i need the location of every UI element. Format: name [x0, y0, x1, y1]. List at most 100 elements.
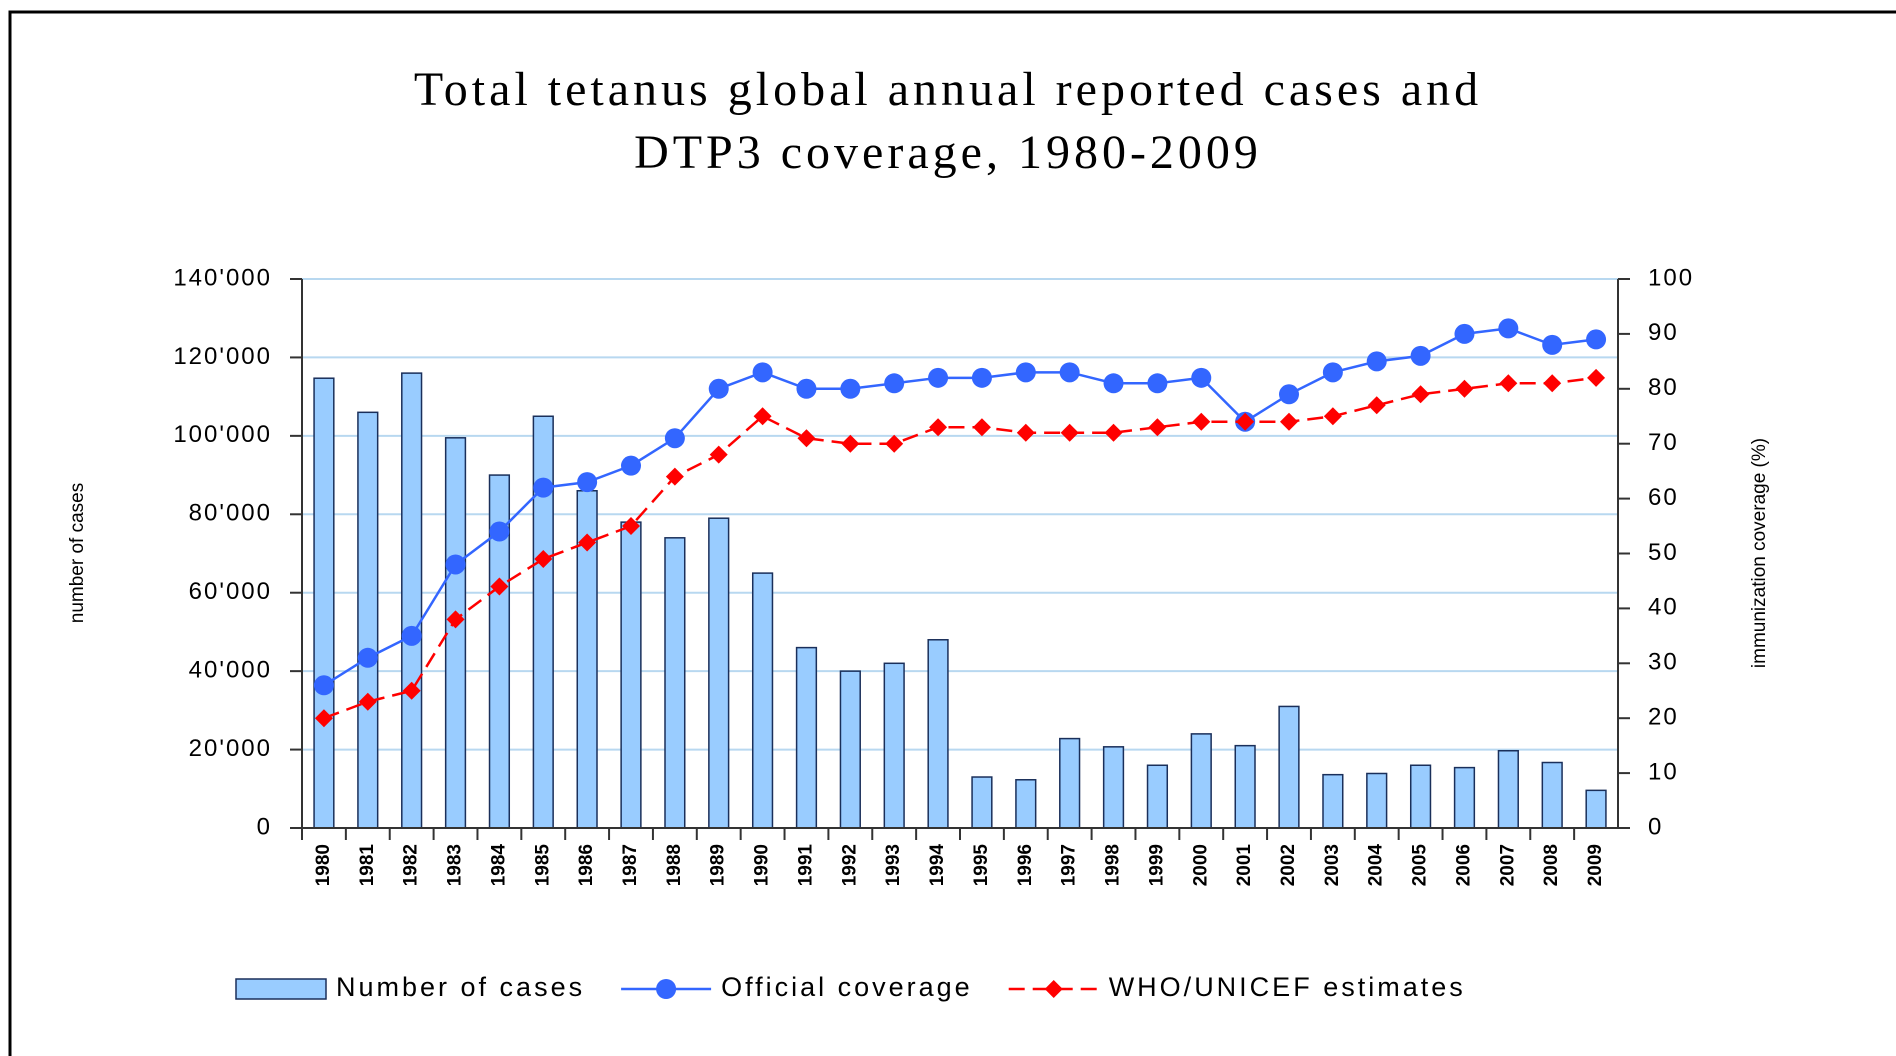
y2-tick-label: 0 [1648, 813, 1663, 840]
marker [840, 378, 861, 399]
x-tick-label: 2004 [1366, 844, 1387, 887]
y2-tick-label: 80 [1648, 374, 1679, 401]
marker [490, 577, 509, 596]
bar [313, 377, 335, 829]
marker [797, 429, 816, 448]
y2-tick-label: 20 [1648, 704, 1679, 731]
legend-label: WHO/UNICEF estimates [1109, 972, 1466, 1002]
x-tick-label: 1983 [445, 844, 466, 886]
legend-label: Official coverage [721, 972, 973, 1002]
legend-swatch [235, 978, 327, 1000]
y2-tick-label: 90 [1648, 319, 1679, 346]
marker [578, 533, 597, 552]
x-tick-label: 1999 [1146, 844, 1167, 886]
marker [708, 378, 729, 399]
y2-tick-label: 100 [1648, 264, 1694, 291]
bar [1234, 744, 1256, 829]
y2-axis-label: immunization coverage (%) [1749, 438, 1770, 668]
marker [929, 418, 948, 437]
bar [1497, 749, 1519, 829]
marker [753, 407, 772, 426]
marker [622, 517, 640, 536]
marker [1410, 345, 1431, 366]
bar [1278, 705, 1300, 829]
marker [1015, 362, 1036, 383]
frame [8, 10, 1896, 1056]
marker [1499, 374, 1518, 393]
x-tick-label: 1991 [795, 844, 816, 887]
bar [620, 521, 642, 829]
marker [1586, 329, 1607, 350]
bar [751, 572, 774, 829]
y2-tick-label: 40 [1648, 594, 1679, 621]
x-tick-label: 1980 [313, 844, 334, 886]
bar [357, 411, 379, 829]
marker [357, 647, 378, 668]
y2-tick-label: 60 [1648, 484, 1679, 511]
marker [1587, 368, 1606, 387]
marker [1543, 374, 1562, 393]
x-tick-label: 1987 [620, 844, 641, 886]
marker [1103, 373, 1124, 394]
marker [1542, 334, 1563, 355]
x-tick-label: 1997 [1059, 844, 1080, 886]
marker [1498, 318, 1519, 339]
marker [534, 549, 553, 568]
x-tick-label: 2007 [1497, 844, 1518, 886]
x-tick-label: 1984 [488, 844, 509, 887]
marker [841, 434, 860, 453]
bar [1102, 746, 1125, 829]
line [323, 376, 1597, 720]
x-tick-label: 1982 [401, 844, 422, 886]
marker [752, 362, 773, 383]
marker [1366, 351, 1387, 372]
x-tick-label: 2000 [1190, 844, 1211, 886]
bar [1453, 766, 1476, 829]
x-tick-label: 1998 [1103, 844, 1124, 886]
x-tick-label: 1994 [927, 844, 948, 887]
x-tick-label: 2003 [1322, 844, 1343, 886]
y-tick-label: 140'000 [173, 264, 272, 291]
bar [1059, 737, 1081, 829]
marker [313, 675, 334, 696]
x-tick-label: 1988 [664, 844, 685, 886]
y-tick-label: 100'000 [173, 421, 272, 448]
marker [1367, 396, 1386, 415]
bar [444, 437, 467, 829]
legend-marker [656, 979, 677, 999]
bar [1366, 772, 1388, 829]
y-tick-label: 20'000 [189, 735, 272, 762]
marker [1060, 423, 1079, 442]
legend-label: Number of cases [336, 972, 585, 1002]
x-tick-label: 2001 [1234, 844, 1255, 887]
y-tick-label: 40'000 [189, 656, 272, 683]
marker [1280, 412, 1298, 431]
bar [883, 662, 905, 829]
marker [358, 692, 377, 711]
marker [446, 610, 465, 629]
bar [664, 537, 686, 829]
y2-tick-label: 10 [1648, 758, 1679, 785]
y-axis-label: number of cases [67, 483, 88, 623]
marker [1455, 379, 1474, 398]
chart-title: DTP3 coverage, 1980-2009 [634, 126, 1262, 179]
bar [1190, 733, 1212, 829]
bar [401, 372, 423, 829]
marker [1147, 373, 1168, 394]
legend-item: Official coverage [621, 972, 973, 1002]
marker [1059, 362, 1080, 383]
marker [1454, 323, 1475, 344]
x-tick-label: 1993 [883, 844, 904, 886]
marker [664, 428, 685, 449]
marker [971, 367, 992, 388]
legend-marker [1044, 980, 1063, 998]
x-tick-label: 2002 [1278, 844, 1299, 886]
marker [314, 709, 333, 728]
marker [709, 445, 728, 464]
x-tick-label: 2009 [1585, 844, 1606, 886]
legend-item: Number of cases [235, 972, 585, 1002]
y2-tick-label: 50 [1648, 539, 1679, 566]
y2-tick-label: 30 [1648, 649, 1679, 676]
bar [1015, 779, 1037, 829]
